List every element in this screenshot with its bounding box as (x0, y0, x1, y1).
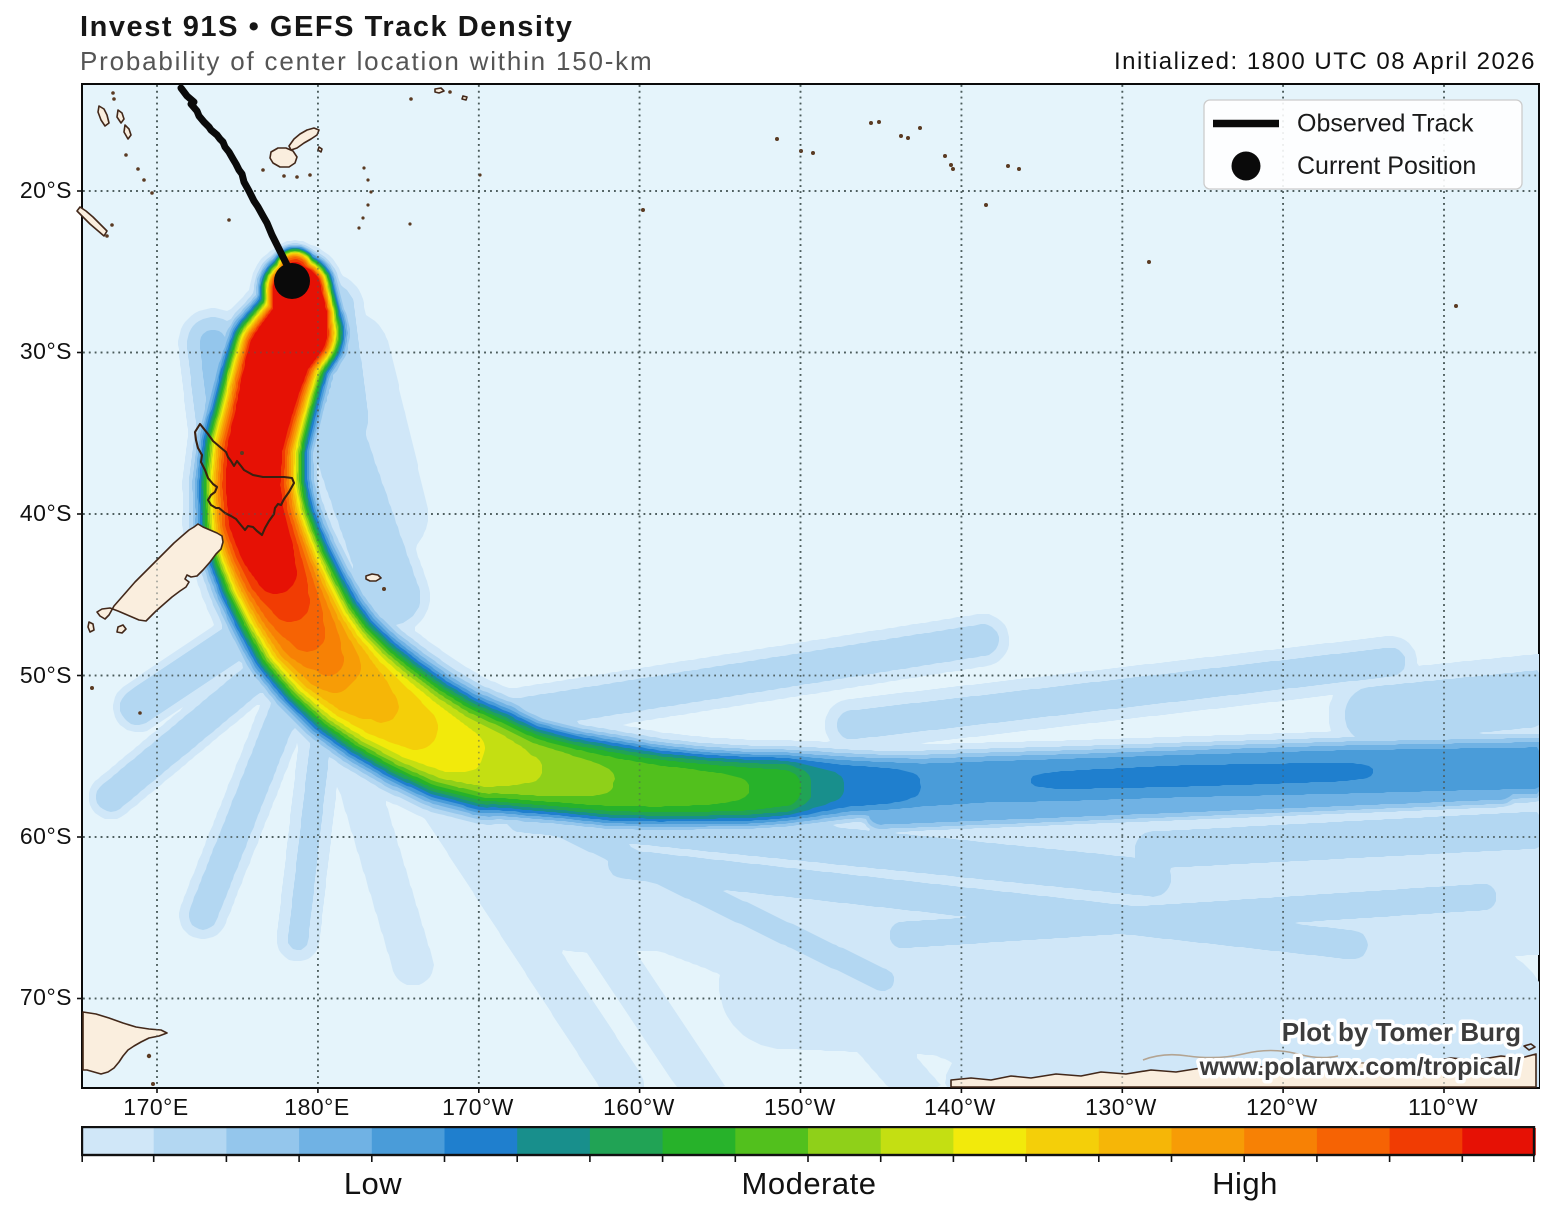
svg-text:Current Position: Current Position (1297, 152, 1476, 180)
svg-text:Observed Track: Observed Track (1297, 110, 1474, 138)
svg-text:www.polarwx.com/tropical/: www.polarwx.com/tropical/ (1199, 1053, 1521, 1081)
svg-text:Plot by Tomer Burg: Plot by Tomer Burg (1282, 1017, 1521, 1047)
